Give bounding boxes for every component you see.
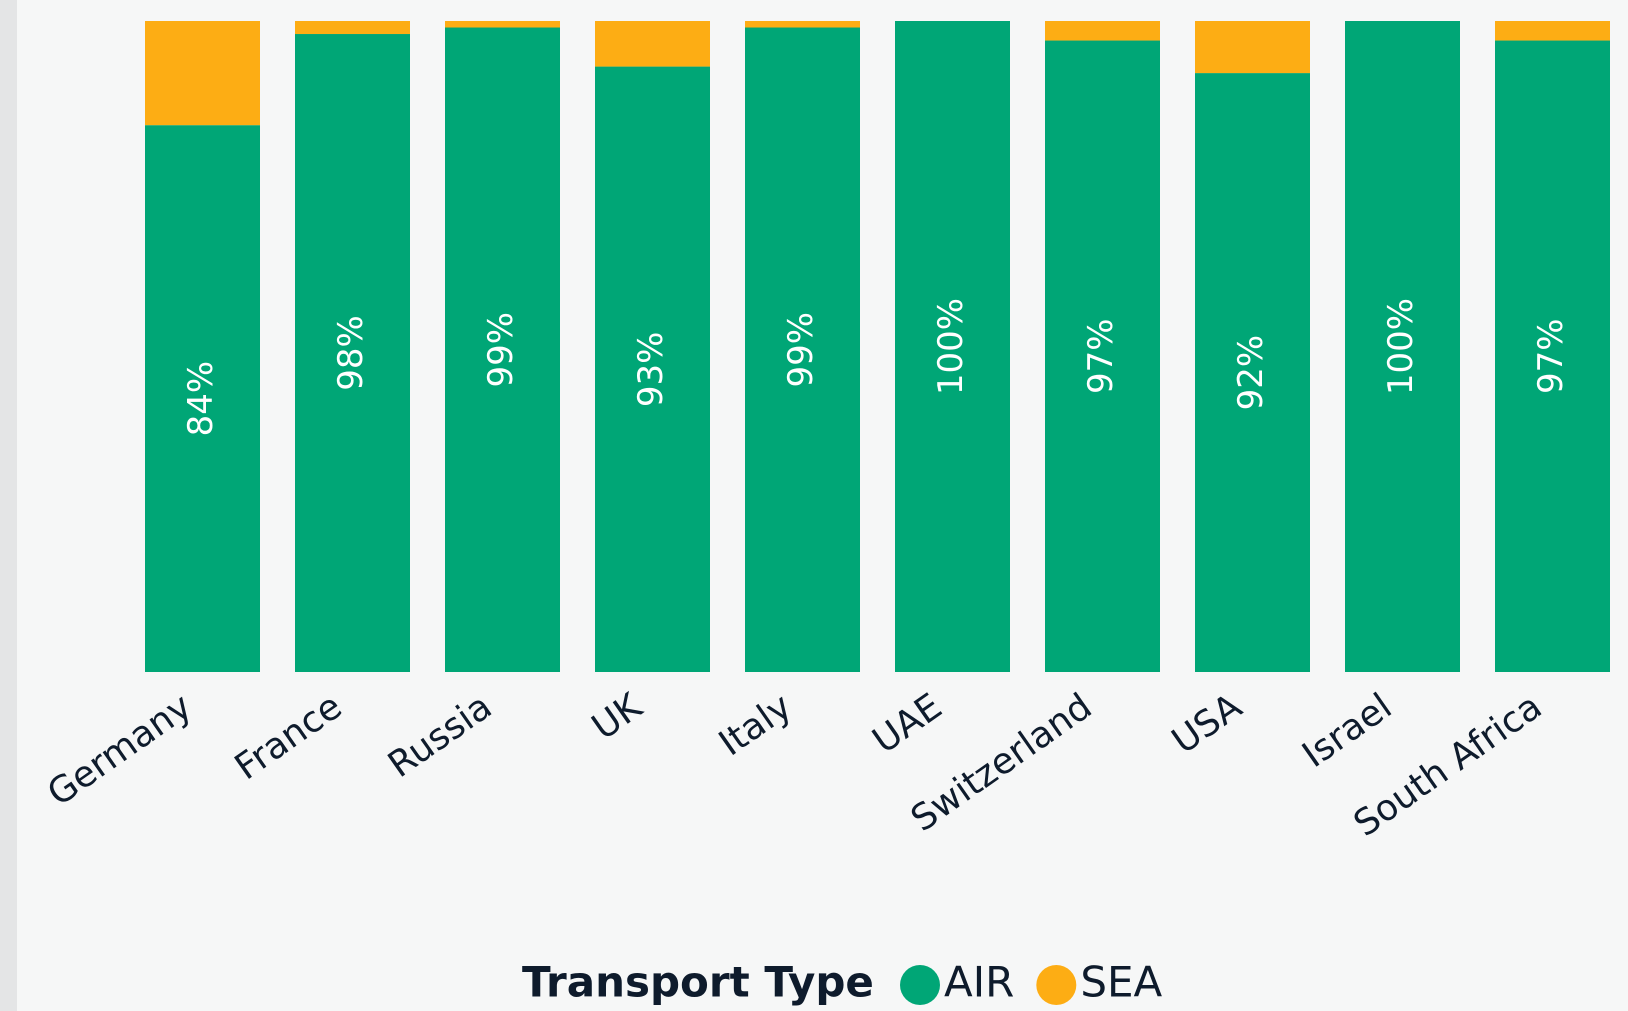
x-tick-label: Germany bbox=[40, 686, 199, 814]
bar-segment bbox=[745, 27, 860, 672]
x-tick-label: Russia bbox=[381, 686, 499, 786]
value-label: 100% bbox=[931, 298, 971, 395]
legend-label: AIR bbox=[944, 958, 1014, 1007]
x-tick-label: USA bbox=[1165, 686, 1250, 763]
legend: Transport Type AIR SEA bbox=[522, 958, 1163, 1007]
legend-swatch bbox=[1036, 965, 1077, 1005]
side-border bbox=[0, 0, 17, 1011]
bar-segment bbox=[295, 21, 410, 35]
bar-segment bbox=[445, 21, 560, 28]
value-label: 99% bbox=[481, 312, 521, 388]
bar-segment bbox=[295, 34, 410, 672]
bar-segment bbox=[1045, 40, 1160, 672]
bar-segment bbox=[145, 21, 260, 126]
value-label: 97% bbox=[1081, 318, 1121, 394]
value-label: 98% bbox=[331, 315, 371, 391]
value-label: 100% bbox=[1381, 298, 1421, 395]
bar-segment bbox=[595, 66, 710, 672]
x-tick-label: Italy bbox=[712, 686, 800, 764]
value-label: 97% bbox=[1531, 318, 1571, 394]
x-tick-label: Israel bbox=[1295, 686, 1399, 776]
bar-segment bbox=[595, 21, 710, 67]
bar-segment bbox=[745, 21, 860, 28]
bar-segment bbox=[1495, 40, 1610, 672]
value-label: 99% bbox=[781, 312, 821, 388]
value-label: 93% bbox=[631, 331, 671, 407]
value-label: 84% bbox=[181, 361, 221, 437]
legend-swatch bbox=[900, 965, 940, 1005]
bar-segment bbox=[1495, 21, 1610, 41]
bar-segment bbox=[1195, 73, 1310, 672]
x-tick-label: UK bbox=[585, 685, 651, 748]
bar-segment bbox=[445, 27, 560, 672]
x-tick-label: France bbox=[228, 686, 350, 788]
bar-segment bbox=[145, 125, 260, 672]
bar-segment bbox=[895, 21, 1010, 672]
legend-label: SEA bbox=[1080, 958, 1162, 1007]
bar-segment bbox=[1345, 21, 1460, 672]
x-tick-label: UAE bbox=[865, 686, 949, 762]
value-label: 92% bbox=[1231, 335, 1271, 411]
bar-segment bbox=[1195, 21, 1310, 74]
legend-title: Transport Type bbox=[522, 958, 874, 1007]
bar-segment bbox=[1045, 21, 1160, 41]
